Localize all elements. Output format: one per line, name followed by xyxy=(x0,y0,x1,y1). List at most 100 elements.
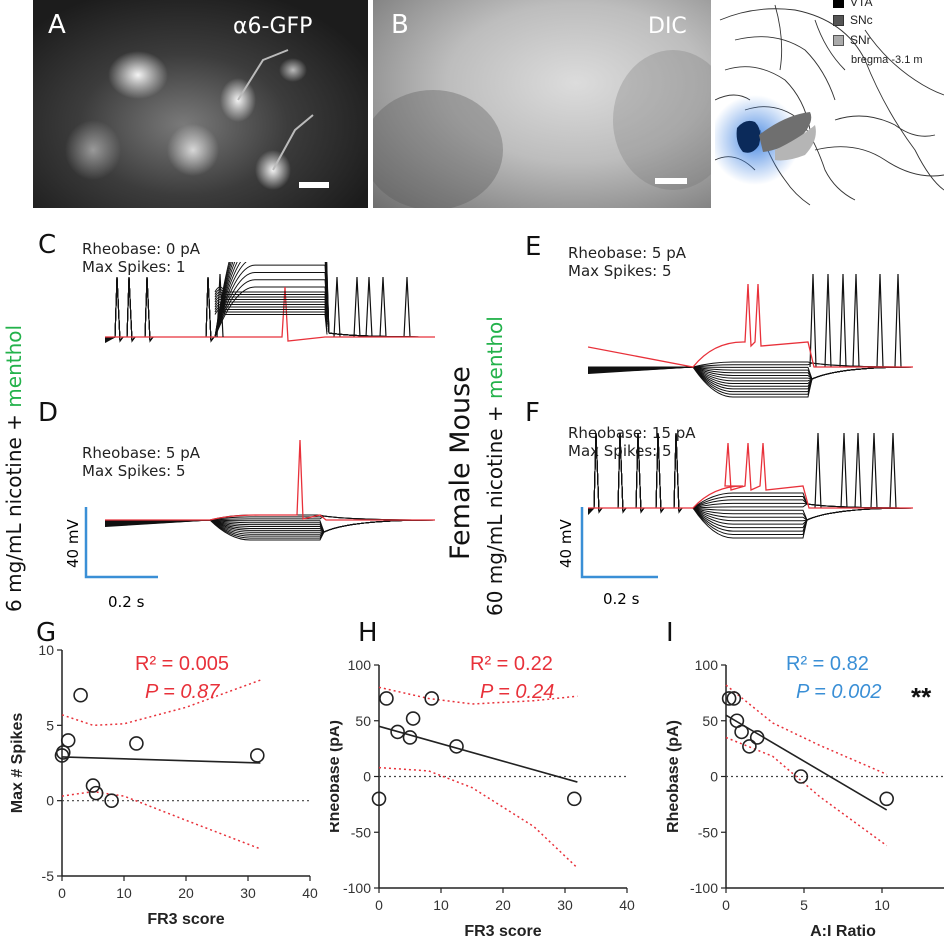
voltage-trace xyxy=(105,262,435,343)
y-tick-label: 50 xyxy=(702,713,718,729)
left-condition-label: 6 mg/mL nicotine + menthol xyxy=(2,325,26,612)
legend-swatch-snc xyxy=(833,14,844,26)
y-tick-label: -50 xyxy=(698,824,718,840)
x-tick-label: 0 xyxy=(58,885,66,901)
y-tick-label: 100 xyxy=(695,657,719,673)
scalebar-left-time: 0.2 s xyxy=(108,593,145,611)
panel-b-letter: B xyxy=(391,10,409,40)
confidence-band xyxy=(725,684,887,775)
data-point xyxy=(793,769,809,784)
panel-c-max-spikes: Max Spikes: 1 xyxy=(82,258,186,276)
y-tick-label: -100 xyxy=(690,880,718,896)
x-tick-label: 40 xyxy=(302,885,318,901)
panel-c-rheobase: Rheobase: 0 pA xyxy=(82,240,201,258)
panel-b-texture xyxy=(363,50,733,210)
confidence-band xyxy=(61,790,261,850)
panel-a-label: α6-GFP xyxy=(233,14,313,39)
panel-e-max-spikes: Max Spikes: 5 xyxy=(568,262,672,280)
legend-item-snr: SNr xyxy=(833,30,944,50)
panel-f-annotation: Rheobase: 15 pA Max Spikes: 5 xyxy=(568,424,696,460)
action-potential xyxy=(876,273,884,368)
panel-e-traces xyxy=(588,273,913,398)
data-point xyxy=(104,793,119,808)
data-point xyxy=(379,691,394,706)
legend-swatch-snr xyxy=(833,34,844,46)
rheobase-trace xyxy=(588,442,913,509)
bregma-label: bregma -3.1 m xyxy=(851,54,923,66)
action-potential xyxy=(889,432,897,509)
voltage-trace xyxy=(588,432,913,539)
panel-a-micrograph: A α6-GFP xyxy=(33,0,368,208)
panel-a-letter: A xyxy=(48,10,66,40)
regression-line xyxy=(378,725,578,783)
x-tick-label: 10 xyxy=(116,885,132,901)
legend-item-snc: SNc xyxy=(833,10,944,30)
panel-f-rheobase: Rheobase: 15 pA xyxy=(568,424,696,442)
x-tick-label: 20 xyxy=(495,897,511,913)
middle-condition-prefix: 60 mg/mL nicotine + xyxy=(483,398,507,616)
x-tick-label: 20 xyxy=(178,885,194,901)
x-axis-label: FR3 score xyxy=(147,911,224,928)
data-point xyxy=(60,733,76,748)
left-condition-prefix: 6 mg/mL nicotine + xyxy=(2,407,26,612)
panel-b-label: DIC xyxy=(648,14,687,39)
y-axis-label: Rheobase (pA) xyxy=(665,720,682,833)
action-potential xyxy=(814,432,822,509)
voltage-trace xyxy=(105,519,435,541)
female-mouse-title: Female Mouse xyxy=(445,366,476,560)
y-tick-label: 0 xyxy=(363,769,371,785)
data-point xyxy=(55,745,71,760)
data-point xyxy=(726,691,742,706)
regression-line xyxy=(61,756,261,764)
y-axis-label: Max # Spikes xyxy=(9,713,26,814)
panel-c-letter: C xyxy=(38,230,57,260)
x-tick-label: 5 xyxy=(800,897,808,913)
action-potential xyxy=(365,276,373,338)
voltage-trace xyxy=(588,366,913,398)
y-axis-label: Rheobase (pA) xyxy=(330,720,343,833)
scalebar-left xyxy=(84,507,158,579)
x-tick-label: 30 xyxy=(240,885,256,901)
y-tick-label: 10 xyxy=(38,642,54,658)
rheobase-trace xyxy=(105,286,435,342)
voltage-trace xyxy=(214,304,328,330)
brain-atlas: VTA SNc SNr bregma -3.1 m xyxy=(715,0,944,208)
action-potential xyxy=(839,273,847,368)
action-potential xyxy=(216,273,224,338)
data-point xyxy=(749,730,765,745)
data-point xyxy=(88,785,104,801)
voltage-trace xyxy=(214,309,328,335)
data-point xyxy=(73,687,88,703)
y-tick-label: 100 xyxy=(348,657,372,673)
x-tick-label: 40 xyxy=(619,897,635,913)
scalebar-right-time: 0.2 s xyxy=(603,590,640,608)
rheobase-trace xyxy=(588,283,913,368)
middle-title-label: Female Mouse xyxy=(445,366,476,560)
data-point xyxy=(449,739,464,754)
voltage-trace xyxy=(214,306,328,333)
regression-line xyxy=(725,714,888,811)
data-point xyxy=(249,748,265,763)
rheobase-trace xyxy=(105,439,435,521)
data-point xyxy=(721,691,737,706)
panel-c-traces xyxy=(105,262,435,343)
panel-d-traces xyxy=(105,439,435,541)
y-tick-label: 50 xyxy=(355,713,371,729)
scatter-plot-h: -100 -50 0 50 100 0 10 20 30 40 FR3 score Rheobase … xyxy=(330,653,635,940)
scalebar-right xyxy=(580,507,658,579)
panel-d-annotation: Rheobase: 5 pA Max Spikes: 5 xyxy=(82,444,200,480)
middle-condition-label: 60 mg/mL nicotine + menthol xyxy=(483,316,507,616)
panel-d-max-spikes: Max Spikes: 5 xyxy=(82,462,186,480)
panel-e-annotation: Rheobase: 5 pA Max Spikes: 5 xyxy=(568,244,686,280)
confidence-band xyxy=(61,679,261,727)
p-value-label: P = 0.002 xyxy=(796,681,881,703)
x-tick-label: 0 xyxy=(375,897,383,913)
panel-f-letter: F xyxy=(525,398,540,428)
left-condition-menthol: menthol xyxy=(2,324,26,408)
y-tick-label: 5 xyxy=(46,717,54,733)
brain-atlas-drawing xyxy=(715,4,944,206)
significance-stars: ** xyxy=(911,682,932,712)
data-point xyxy=(129,736,144,751)
